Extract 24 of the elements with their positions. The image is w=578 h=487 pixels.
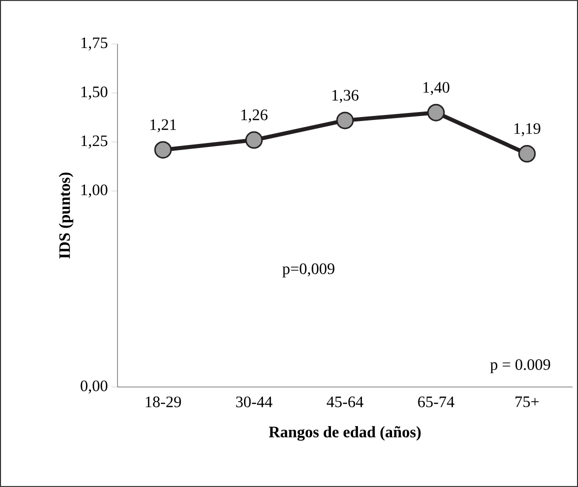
point xyxy=(245,131,263,149)
data-label: 1,21 xyxy=(150,119,176,132)
x-tick-label: 30-44 xyxy=(236,396,272,408)
y-tick-label: 0,00 xyxy=(80,380,108,394)
x-tick-label: 75+ xyxy=(516,396,539,408)
point xyxy=(427,104,445,122)
y-tick-label: 1,75 xyxy=(81,38,108,50)
point xyxy=(154,141,172,159)
data-label: 1,36 xyxy=(332,90,358,103)
data-label: 1,26 xyxy=(241,110,268,123)
y-tick-label: 1,25 xyxy=(81,136,108,148)
point xyxy=(336,112,354,130)
x-tick-label: 45-64 xyxy=(326,396,364,408)
y-tick-label: 1,50 xyxy=(81,86,108,100)
annotation: p = 0.009 xyxy=(490,359,550,374)
y-axis-title: IDS (puntos) xyxy=(58,172,74,259)
y-tick-label: 1,00 xyxy=(81,184,108,198)
data-label: 1,40 xyxy=(423,82,450,96)
annotation: p=0,009 xyxy=(282,263,334,278)
point xyxy=(518,145,536,163)
x-axis-title: Rangos de edad (años) xyxy=(268,426,421,441)
x-tick-label: 18-29 xyxy=(146,396,181,408)
x-tick-label: 65-74 xyxy=(418,396,454,408)
data-label: 1,19 xyxy=(514,123,540,136)
